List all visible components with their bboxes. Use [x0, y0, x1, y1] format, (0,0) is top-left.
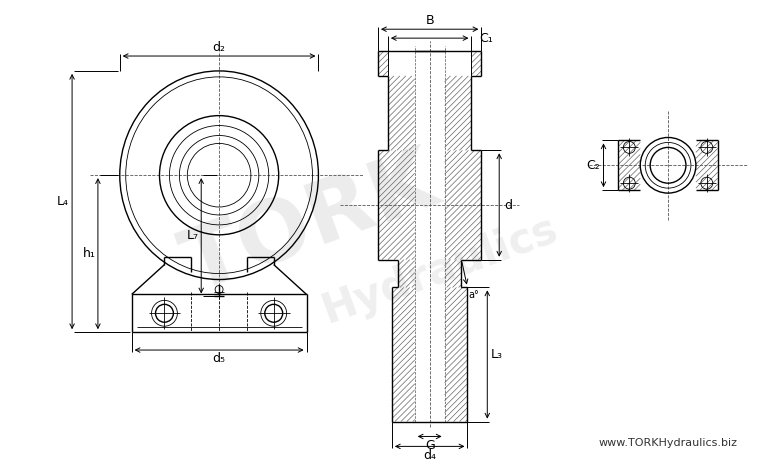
- Text: d: d: [504, 199, 512, 212]
- Text: d₄: d₄: [423, 449, 436, 462]
- Text: B: B: [425, 14, 434, 27]
- Text: d₅: d₅: [213, 352, 226, 365]
- Text: L₇: L₇: [186, 229, 198, 242]
- Text: Hydraulics: Hydraulics: [316, 207, 563, 332]
- Text: L₃: L₃: [491, 348, 503, 361]
- Text: L₄: L₄: [57, 195, 69, 208]
- Text: d₂: d₂: [213, 40, 226, 53]
- Text: a°: a°: [468, 291, 479, 300]
- Text: G: G: [424, 439, 434, 452]
- Text: C₁: C₁: [479, 32, 493, 45]
- Text: C₂: C₂: [587, 159, 600, 172]
- Text: www.TORKHydraulics.biz: www.TORKHydraulics.biz: [599, 438, 738, 448]
- Text: TORK: TORK: [171, 140, 450, 309]
- Text: h₁: h₁: [82, 247, 95, 260]
